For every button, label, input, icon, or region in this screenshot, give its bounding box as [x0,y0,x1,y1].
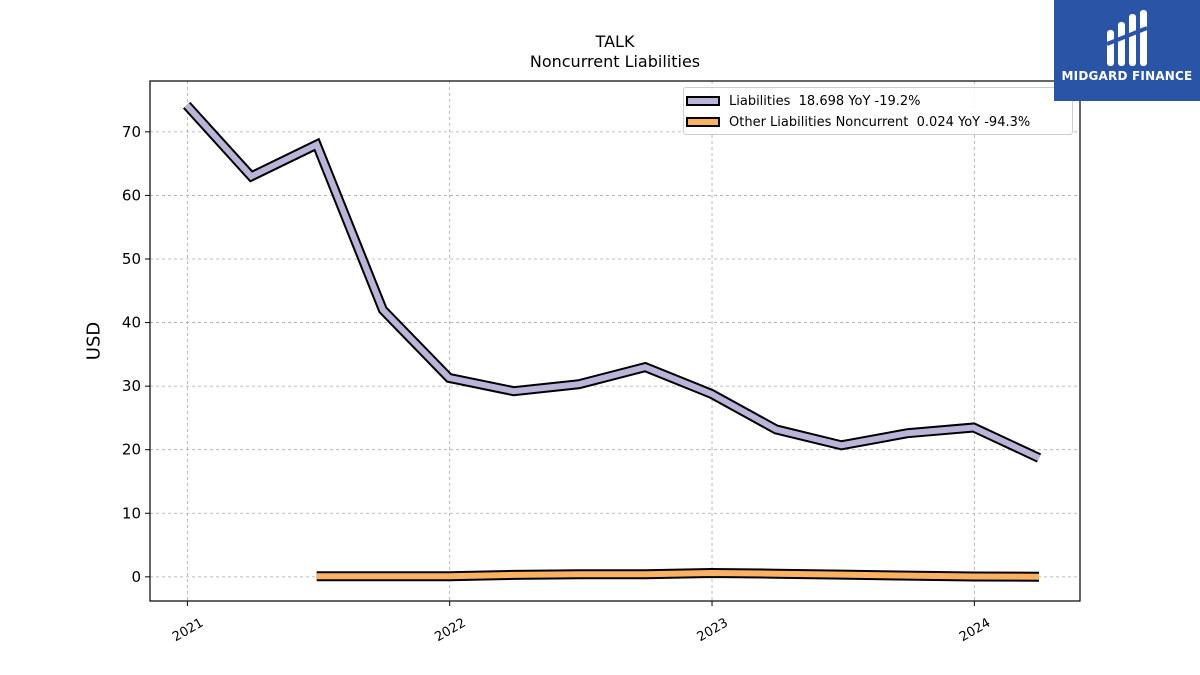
series-lines [182,101,1042,582]
x-tick-label: 2024 [957,616,993,646]
plot-frame [149,80,1081,602]
y-axis: 0 10 20 30 40 50 60 70 [122,123,150,586]
y-tick-label: 10 [122,504,141,522]
legend-label: Liabilities 18.698 YoY -19.2% [729,93,921,109]
x-tick-label: 2023 [695,616,731,646]
series-line [184,103,1041,461]
x-axis: 2021 2022 2023 2024 [170,601,993,645]
y-tick-label: 70 [122,123,141,141]
y-tick-label: 60 [122,186,141,204]
y-tick-label: 20 [122,441,141,459]
midgard-logo-icon [1106,10,1148,66]
chart-subtitle: Noncurrent Liabilities [529,52,701,71]
brand-name: MIDGARD FINANCE [1061,69,1193,83]
y-tick-label: 40 [122,314,141,332]
y-axis-label: USD [83,321,105,361]
y-tick-label: 0 [131,568,141,586]
series-line [316,569,1040,580]
legend-swatch-other-liabilities [686,117,720,127]
legend-item-other-liabilities: Other Liabilities Noncurrent 0.024 YoY -… [684,112,1030,132]
legend-item-liabilities: Liabilities 18.698 YoY -19.2% [684,91,921,111]
y-tick-label: 30 [122,377,141,395]
y-tick-label: 50 [122,250,141,268]
legend-label: Other Liabilities Noncurrent 0.024 YoY -… [729,114,1031,130]
x-tick-label: 2022 [432,616,468,646]
brand-logo: MIDGARD FINANCE [1054,0,1200,101]
x-tick-label: 2021 [170,616,206,646]
legend-swatch-liabilities [686,96,720,106]
chart-title: TALK [595,32,635,51]
series-line-outline [182,101,1042,463]
legend: Liabilities 18.698 YoY -19.2% Other Liab… [683,87,1073,135]
